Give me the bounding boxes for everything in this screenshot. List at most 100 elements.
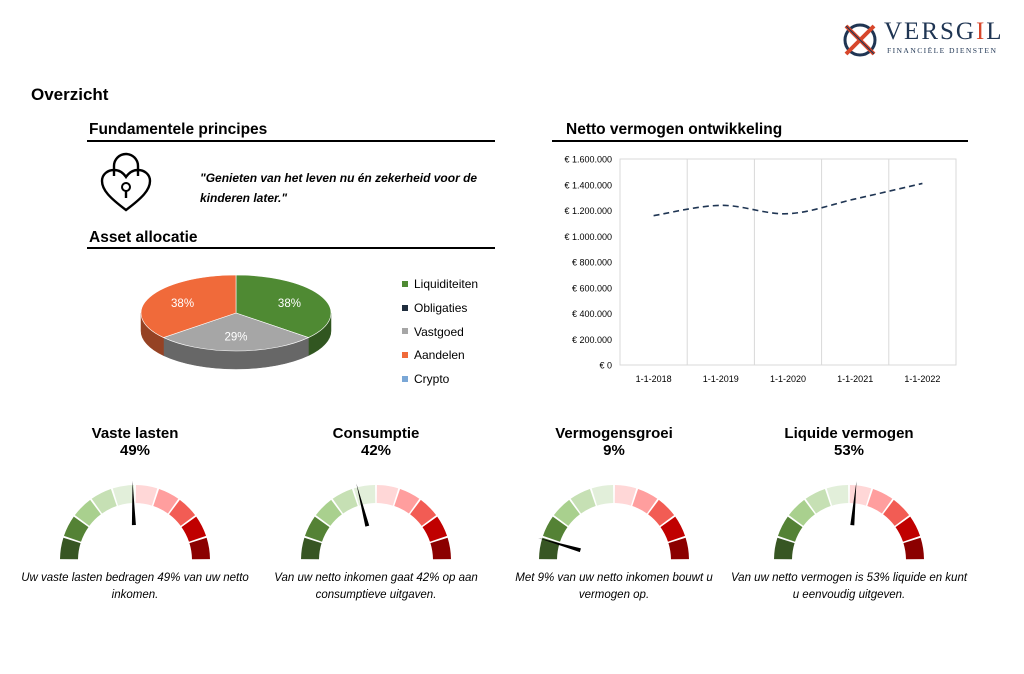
gauge-needle	[356, 483, 370, 527]
gauge-band	[112, 485, 135, 506]
pie-slice	[162, 312, 310, 352]
gauge-band	[788, 499, 815, 526]
gauge-band	[135, 485, 158, 506]
gauge-band	[632, 488, 658, 514]
legend-swatch	[402, 304, 408, 311]
gauge-band	[181, 516, 207, 542]
gauge-band	[430, 537, 451, 560]
gauge-title-label: Consumptie	[332, 425, 420, 442]
heart-padlock-icon	[100, 152, 152, 212]
gauge-band	[774, 537, 795, 560]
gauge-title: Vaste lasten 49%	[35, 425, 235, 459]
x-tick-label: 1-1-2018	[636, 374, 672, 384]
legend-label: Aandelen	[414, 348, 465, 363]
gauge-band	[189, 537, 210, 560]
page-title: Overzicht	[31, 85, 109, 104]
gauge-needle	[538, 537, 581, 553]
gauge-band	[304, 516, 330, 542]
y-tick-label: € 1.000.000	[564, 232, 612, 242]
y-tick-label: € 1.400.000	[564, 180, 612, 190]
gauge-band	[591, 485, 614, 506]
asset-allocation-pie-chart: 38% 29% 38%	[140, 274, 332, 370]
y-tick-label: € 200.000	[572, 335, 612, 345]
y-tick-label: € 1.200.000	[564, 206, 612, 216]
gauge-band	[74, 499, 101, 526]
gauge-title-label: Liquide vermogen	[784, 425, 914, 442]
legend-item: Obligaties	[402, 300, 467, 316]
allocation-rule	[87, 247, 495, 249]
gauge-description: Van uw netto inkomen gaat 42% op aan con…	[274, 572, 478, 601]
brand-name-part1: VERSG	[884, 18, 976, 45]
gauge-band	[648, 499, 675, 526]
gauge-band	[422, 516, 448, 542]
gauge-band	[903, 537, 924, 560]
gauge-band	[614, 485, 637, 506]
y-tick-label: € 600.000	[572, 283, 612, 293]
x-tick-label: 1-1-2022	[904, 374, 940, 384]
gauge-chart	[301, 483, 451, 560]
principles-quote: "Genieten van het leven nu én zekerheid …	[200, 171, 478, 205]
gauge-band	[849, 485, 872, 506]
gauge-band	[660, 516, 686, 542]
gauge-band	[301, 537, 322, 560]
gauge-value-label: 9%	[603, 442, 625, 459]
gauge-description: Met 9% van uw netto inkomen bouwt u verm…	[515, 572, 713, 601]
gauge-band	[315, 499, 342, 526]
brand-name-part2: I	[975, 18, 987, 45]
gauge-band	[668, 537, 689, 560]
x-tick-label: 1-1-2020	[770, 374, 806, 384]
gauge-band	[805, 488, 831, 514]
y-tick-label: € 800.000	[572, 258, 612, 268]
gauge-band	[60, 537, 81, 560]
gauge-band	[553, 499, 580, 526]
principles-title: Fundamentele principes	[89, 121, 268, 138]
pie-data-label: 38%	[278, 298, 301, 310]
gauge-title: Liquide vermogen 53%	[749, 425, 949, 459]
gauge-band	[883, 499, 910, 526]
gauge-value-label: 53%	[833, 442, 865, 459]
gauge-chart	[774, 481, 924, 560]
principles-rule	[87, 140, 495, 142]
gauge-band	[332, 488, 358, 514]
gauge-chart	[60, 481, 210, 560]
brand-name: VERSGIL	[884, 18, 1004, 46]
legend-label: Crypto	[414, 372, 450, 387]
gauge-band	[376, 485, 399, 506]
gauge-description: Uw vaste lasten bedragen 49% van uw nett…	[21, 572, 249, 601]
gauge-band	[169, 499, 196, 526]
legend-item: Crypto	[402, 371, 449, 387]
gauge-title-label: Vaste lasten	[91, 425, 179, 442]
gauge-band	[826, 485, 849, 506]
pie-data-label: 29%	[224, 332, 247, 344]
gauge-value-label: 42%	[360, 442, 392, 459]
networth-line-chart: € 0 € 200.000 € 400.000 € 600.000 € 800.000 €…	[564, 155, 957, 384]
pie-data-label: 38%	[171, 298, 194, 310]
gauge-value-label: 49%	[119, 442, 151, 459]
y-tick-label: € 400.000	[572, 309, 612, 319]
y-tick-label: € 0	[599, 361, 612, 371]
gauge-needle	[850, 481, 857, 526]
legend-swatch	[402, 352, 408, 359]
gauge-band	[91, 488, 117, 514]
gauge-band	[410, 499, 437, 526]
gauge-description: Van uw netto vermogen is 53% liquide en …	[730, 572, 968, 601]
legend-label: Vastgoed	[414, 324, 464, 339]
gauge-band	[867, 488, 893, 514]
gauge-band	[63, 516, 89, 542]
y-tick-label: € 1.600.000	[564, 155, 612, 165]
pie-slice	[140, 274, 237, 338]
legend-swatch	[402, 376, 408, 383]
brand-subtitle: FINANCIËLE DIENSTEN	[887, 46, 998, 55]
networth-rule	[552, 140, 968, 142]
gauge-title: Vermogensgroei 9%	[514, 425, 714, 459]
gauge-band	[542, 516, 568, 542]
gauge-band	[895, 516, 921, 542]
networth-series-line	[653, 182, 923, 217]
gauge-chart	[538, 485, 689, 560]
gauge-title-label: Vermogensgroei	[555, 425, 673, 442]
legend-label: Liquiditeiten	[414, 277, 479, 291]
brand-name-part3: L	[986, 18, 1004, 45]
legend-swatch	[402, 328, 408, 335]
legend-item: Vastgoed	[402, 324, 464, 340]
x-tick-label: 1-1-2021	[837, 374, 873, 384]
